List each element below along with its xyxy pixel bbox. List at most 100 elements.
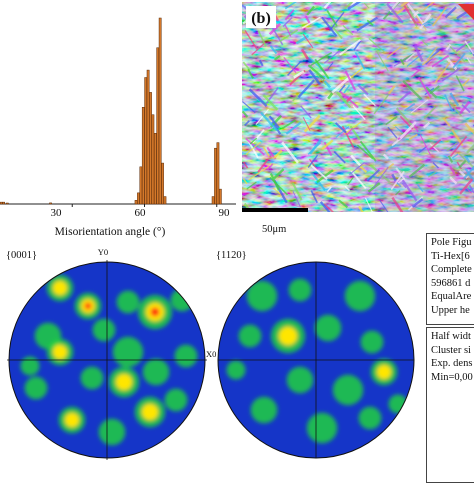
- pole-density-spots: [20, 274, 198, 446]
- grain-streak: [421, 51, 441, 66]
- grain-streak: [446, 142, 458, 152]
- grain-streak: [255, 108, 269, 125]
- grain-streak: [242, 110, 249, 118]
- grain-streak: [350, 170, 367, 189]
- histogram-bar: [158, 17, 162, 205]
- x-axis-title: Misorientation angle (°): [55, 226, 166, 238]
- grain-streak: [284, 9, 295, 21]
- grain-streak: [242, 178, 248, 185]
- grain-streak: [418, 146, 427, 154]
- grain-streak: [455, 40, 471, 53]
- grain-streak: [394, 126, 405, 135]
- grain-streak: [423, 2, 436, 11]
- grain-streak: [338, 199, 349, 209]
- info-line: Min=0,00: [431, 371, 473, 383]
- grain-streak: [452, 52, 466, 69]
- grain-streak: [444, 6, 457, 19]
- grain-streak: [326, 10, 338, 27]
- histogram-bar: [137, 192, 140, 205]
- grain-streak: [441, 67, 461, 82]
- grain-streak: [336, 91, 352, 109]
- grain-streak: [464, 40, 474, 55]
- grain-streak: [387, 126, 398, 139]
- grain-streak: [391, 196, 404, 212]
- grain-streak: [321, 16, 338, 37]
- grain-streak: [268, 22, 282, 36]
- grain-streak: [245, 141, 262, 155]
- grain-streak: [442, 117, 451, 127]
- histogram-bar: [161, 162, 164, 205]
- grain-streak: [425, 86, 438, 99]
- grain-streak: [408, 133, 418, 141]
- grain-streak: [429, 139, 442, 150]
- histogram-bar: [49, 202, 52, 205]
- grain-streak: [297, 79, 316, 98]
- density-spot: [92, 318, 116, 342]
- grain-streak: [273, 168, 285, 180]
- grain-streak: [352, 105, 366, 121]
- grain-streak: [364, 197, 373, 212]
- grain-streak: [268, 115, 280, 129]
- grain-streak: [345, 96, 353, 103]
- grain-streak: [363, 93, 376, 107]
- grain-streak: [400, 2, 410, 8]
- grain-streak: [329, 11, 345, 32]
- grain-streak: [358, 205, 364, 212]
- orientation-key-icon: [458, 4, 474, 20]
- panel-label-box: [246, 6, 276, 28]
- grain-streak: [387, 84, 396, 95]
- grain-streak: [448, 101, 463, 117]
- density-spot: [376, 364, 392, 380]
- grain-streak: [399, 58, 405, 66]
- grain-streak: [379, 199, 389, 212]
- grain-streak: [292, 94, 299, 102]
- grain-streak: [310, 190, 318, 204]
- grain-streak: [404, 102, 416, 112]
- grain-streak: [451, 153, 459, 159]
- density-spot: [52, 280, 68, 296]
- density-spot: [238, 324, 262, 348]
- pole-axis-right-label: X0: [206, 349, 216, 359]
- grain-streak: [344, 185, 351, 192]
- grain-streak: [395, 189, 401, 196]
- grain-streak: [376, 50, 389, 72]
- grain-streak: [385, 143, 397, 152]
- grain-streak: [346, 127, 354, 135]
- info-line: Upper he: [431, 304, 470, 316]
- grain-streak: [308, 69, 321, 85]
- grain-streak: [291, 182, 303, 201]
- histogram-bar: [141, 107, 145, 205]
- density-spot: [20, 356, 40, 376]
- pole-figure-1120: {1120}: [216, 250, 415, 459]
- grain-streak: [303, 114, 321, 133]
- grain-streak: [300, 105, 312, 119]
- grain-streak: [445, 43, 452, 51]
- grain-streak: [411, 198, 424, 208]
- density-spot: [174, 344, 198, 368]
- grain-streak: [292, 191, 301, 208]
- grain-streak: [468, 184, 474, 194]
- grain-streak: [308, 158, 318, 171]
- grain-streak: [382, 153, 389, 160]
- grain-streak: [399, 121, 417, 140]
- grain-streak: [273, 149, 283, 159]
- histogram-bar: [156, 47, 160, 205]
- x-tick-label-60: 60: [135, 207, 147, 219]
- grain-streak: [344, 70, 357, 91]
- density-spot: [226, 360, 246, 380]
- grain-streak: [429, 143, 440, 153]
- grain-streak: [307, 154, 319, 169]
- grain-streak: [281, 119, 296, 130]
- histogram-bar: [151, 114, 155, 205]
- scale-bar-label: 50μm: [262, 224, 286, 235]
- grain-streak: [363, 2, 370, 9]
- grain-streak: [417, 184, 424, 193]
- density-spot: [98, 418, 126, 446]
- grain-streak: [302, 33, 314, 49]
- grain-streak: [323, 141, 333, 157]
- grain-streak: [310, 51, 333, 67]
- grain-streak: [319, 201, 331, 212]
- grain-streak: [287, 60, 303, 76]
- grain-streak: [366, 19, 374, 26]
- grain-streak: [422, 121, 431, 129]
